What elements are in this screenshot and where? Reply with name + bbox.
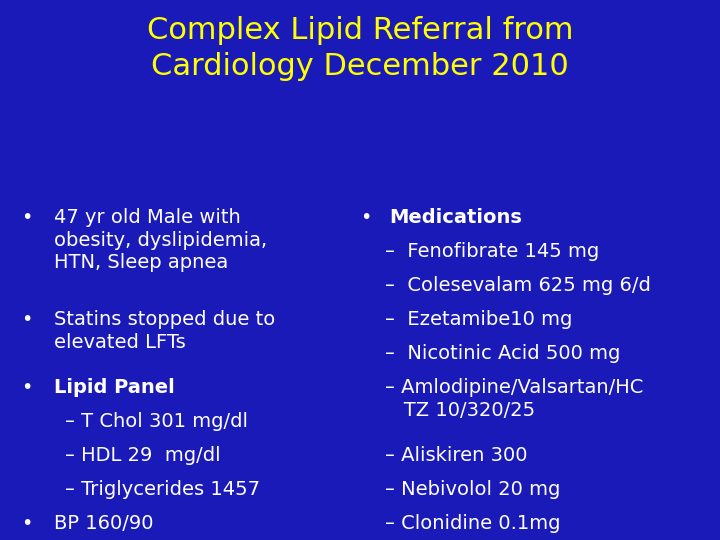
Text: – Amlodipine/Valsartan/HC
   TZ 10/320/25: – Amlodipine/Valsartan/HC TZ 10/320/25 <box>385 378 644 420</box>
Text: – T Chol 301 mg/dl: – T Chol 301 mg/dl <box>65 412 248 431</box>
Text: –  Ezetamibe10 mg: – Ezetamibe10 mg <box>385 310 572 329</box>
Text: 47 yr old Male with
obesity, dyslipidemia,
HTN, Sleep apnea: 47 yr old Male with obesity, dyslipidemi… <box>54 208 267 272</box>
Text: – HDL 29  mg/dl: – HDL 29 mg/dl <box>65 446 220 465</box>
Text: •: • <box>360 208 372 227</box>
Text: –  Fenofibrate 145 mg: – Fenofibrate 145 mg <box>385 242 600 261</box>
Text: •: • <box>22 378 33 397</box>
Text: •: • <box>22 514 33 533</box>
Text: – Nebivolol 20 mg: – Nebivolol 20 mg <box>385 480 561 499</box>
Text: Complex Lipid Referral from
Cardiology December 2010: Complex Lipid Referral from Cardiology D… <box>147 16 573 81</box>
Text: –  Nicotinic Acid 500 mg: – Nicotinic Acid 500 mg <box>385 344 621 363</box>
Text: – Aliskiren 300: – Aliskiren 300 <box>385 446 528 465</box>
Text: Medications: Medications <box>389 208 522 227</box>
Text: Lipid Panel: Lipid Panel <box>54 378 175 397</box>
Text: Statins stopped due to
elevated LFTs: Statins stopped due to elevated LFTs <box>54 310 275 352</box>
Text: •: • <box>22 310 33 329</box>
Text: BP 160/90: BP 160/90 <box>54 514 153 533</box>
Text: – Clonidine 0.1mg: – Clonidine 0.1mg <box>385 514 561 533</box>
Text: –  Colesevalam 625 mg 6/d: – Colesevalam 625 mg 6/d <box>385 276 651 295</box>
Text: – Triglycerides 1457: – Triglycerides 1457 <box>65 480 260 499</box>
Text: •: • <box>22 208 33 227</box>
